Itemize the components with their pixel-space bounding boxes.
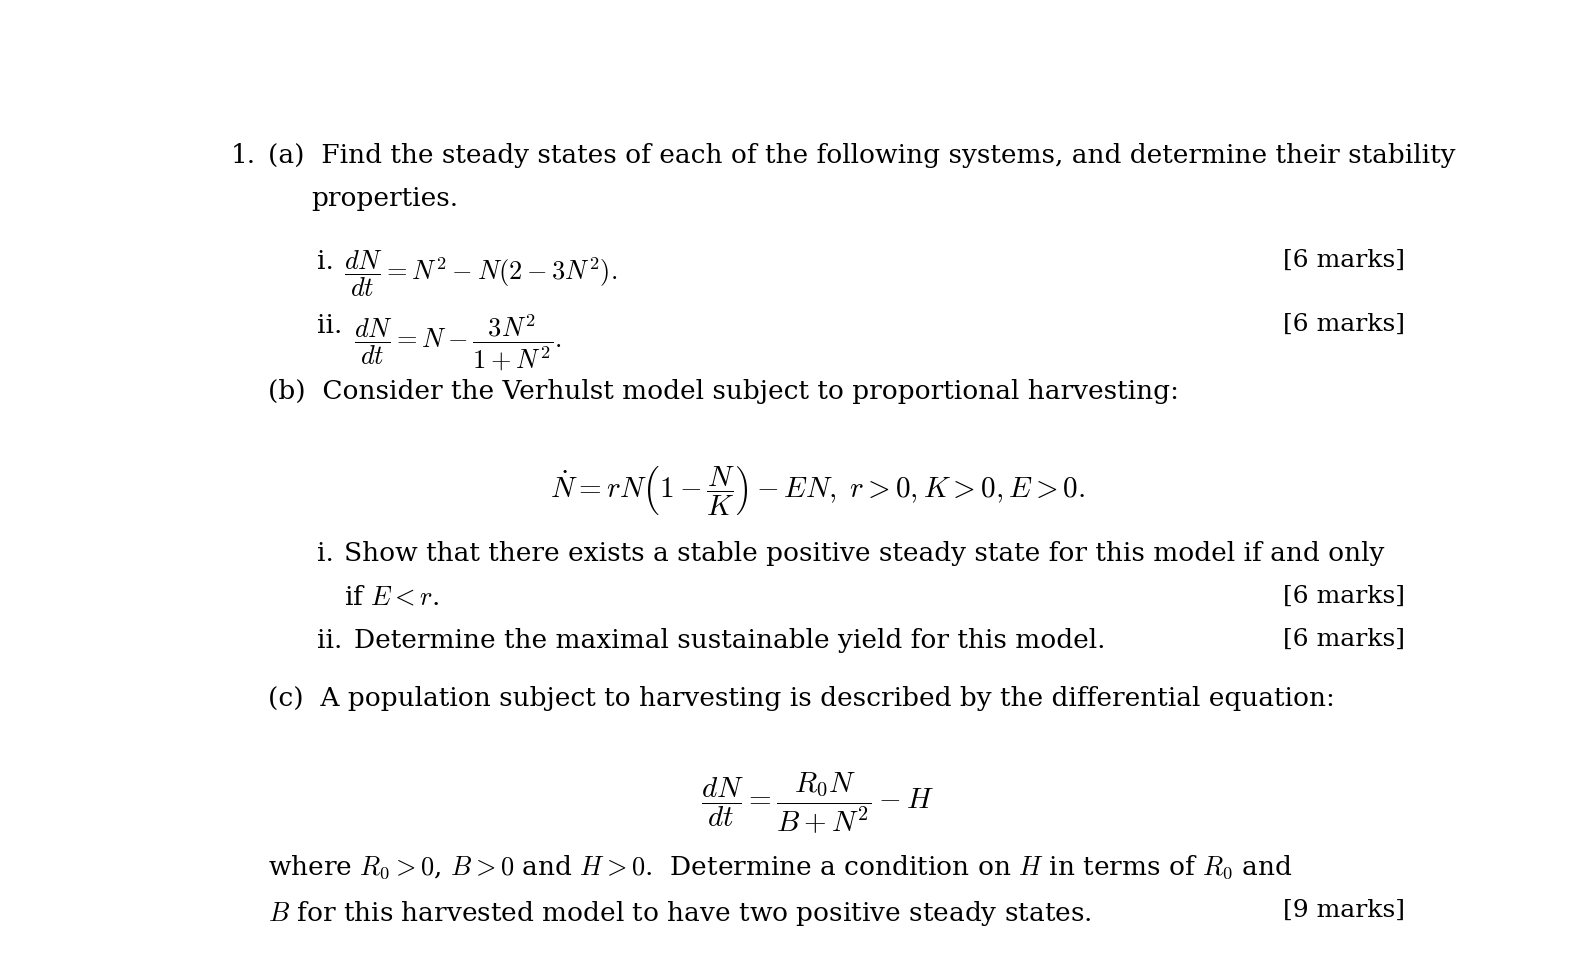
Text: $\dfrac{dN}{dt} = N - \dfrac{3N^2}{1+N^2}.$: $\dfrac{dN}{dt} = N - \dfrac{3N^2}{1+N^2… [354,312,562,373]
Text: [6 marks]: [6 marks] [1283,583,1406,607]
Text: if $E < r$.: if $E < r$. [345,583,440,609]
Text: $\dfrac{dN}{dt} = N^2 - N(2 - 3N^2).$: $\dfrac{dN}{dt} = N^2 - N(2 - 3N^2).$ [345,249,618,299]
Text: (a)  Find the steady states of each of the following systems, and determine thei: (a) Find the steady states of each of th… [268,142,1456,168]
Text: $B$ for this harvested model to have two positive steady states.: $B$ for this harvested model to have two… [268,898,1092,927]
Text: (b)  Consider the Verhulst model subject to proportional harvesting:: (b) Consider the Verhulst model subject … [268,378,1178,403]
Text: i.: i. [318,541,334,566]
Text: [6 marks]: [6 marks] [1283,312,1406,335]
Text: i.: i. [318,249,334,274]
Text: ii.: ii. [318,312,343,337]
Text: [9 marks]: [9 marks] [1283,898,1406,922]
Text: (c)  A population subject to harvesting is described by the differential equatio: (c) A population subject to harvesting i… [268,685,1334,710]
Text: $\dfrac{dN}{dt} = \dfrac{R_0 N}{B + N^2} - H$: $\dfrac{dN}{dt} = \dfrac{R_0 N}{B + N^2}… [701,769,935,834]
Text: $\dot{N} = rN\left(1 - \dfrac{N}{K}\right) - EN,\; r > 0, K > 0, E > 0.$: $\dot{N} = rN\left(1 - \dfrac{N}{K}\righ… [551,464,1085,517]
Text: Determine the maximal sustainable yield for this model.: Determine the maximal sustainable yield … [354,627,1106,652]
Text: [6 marks]: [6 marks] [1283,627,1406,650]
Text: [6 marks]: [6 marks] [1283,249,1406,272]
Text: 1.: 1. [230,142,255,168]
Text: ii.: ii. [318,627,343,652]
Text: where $R_0 > 0$, $B > 0$ and $H > 0$.  Determine a condition on $H$ in terms of : where $R_0 > 0$, $B > 0$ and $H > 0$. De… [268,853,1293,881]
Text: properties.: properties. [311,185,458,210]
Text: Show that there exists a stable positive steady state for this model if and only: Show that there exists a stable positive… [345,541,1385,566]
